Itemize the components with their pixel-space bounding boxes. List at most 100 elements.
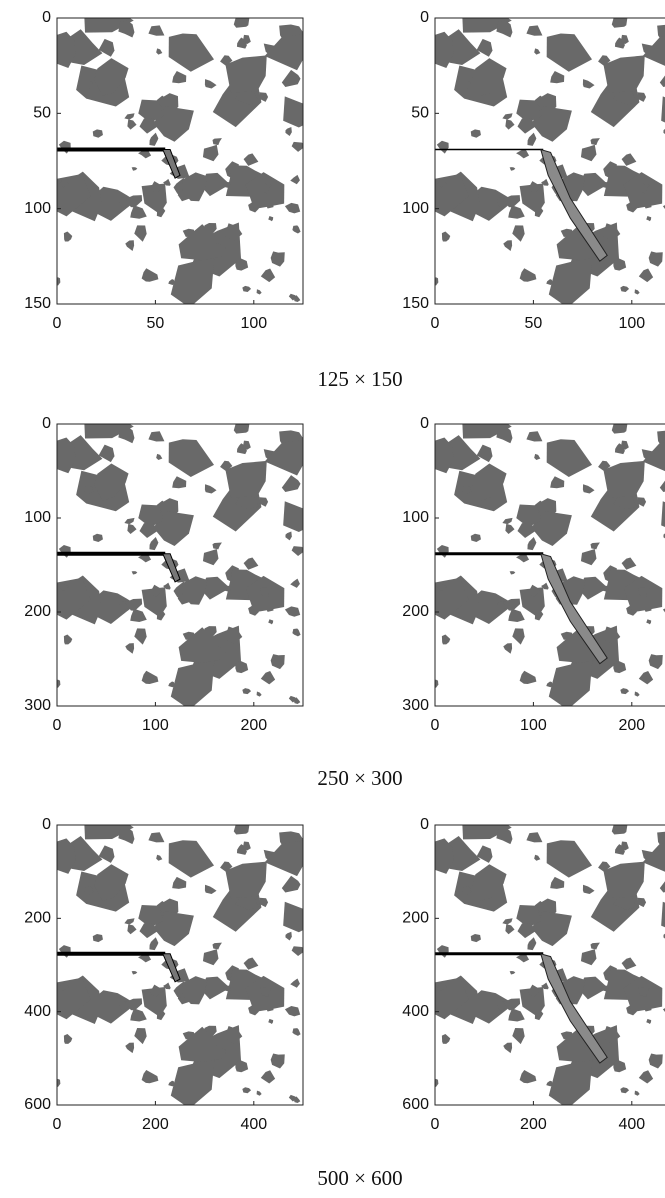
grain xyxy=(602,1026,621,1044)
grain xyxy=(642,842,665,872)
y-tick-label: 0 xyxy=(42,415,51,432)
x-tick-label: 200 xyxy=(520,1116,547,1133)
grain xyxy=(519,183,545,215)
grain xyxy=(57,838,76,874)
grain xyxy=(661,96,665,123)
grain xyxy=(620,285,630,293)
grain xyxy=(550,476,565,489)
grain xyxy=(519,987,545,1017)
caption: 125 × 150 xyxy=(317,367,402,391)
grain xyxy=(517,923,535,939)
grain xyxy=(441,231,451,242)
grain xyxy=(284,1006,301,1017)
grain xyxy=(131,571,138,575)
grain xyxy=(84,18,134,33)
grain xyxy=(224,223,243,242)
grain xyxy=(505,924,515,935)
grain xyxy=(291,946,303,957)
grain xyxy=(200,976,230,1000)
grain xyxy=(546,439,593,478)
grain xyxy=(467,186,515,221)
grain xyxy=(182,172,208,202)
grain xyxy=(582,484,595,494)
grain xyxy=(503,998,521,1011)
grain xyxy=(637,897,647,908)
grain xyxy=(264,840,303,877)
grain xyxy=(603,55,645,93)
grain xyxy=(220,55,233,66)
grain xyxy=(637,92,647,102)
grain xyxy=(172,876,187,889)
grain xyxy=(496,426,513,444)
grain xyxy=(59,983,69,991)
grain xyxy=(225,861,267,899)
grain xyxy=(527,132,537,146)
grain xyxy=(290,174,300,185)
grain xyxy=(661,901,665,928)
grain xyxy=(288,695,296,703)
grain xyxy=(138,904,164,928)
y-tick-label: 0 xyxy=(420,415,429,432)
grain xyxy=(127,119,137,130)
image xyxy=(57,18,303,304)
axes-box xyxy=(56,17,304,305)
grain xyxy=(512,1027,525,1045)
grain xyxy=(235,257,249,271)
grain xyxy=(461,81,472,89)
crack xyxy=(162,553,181,583)
grain xyxy=(580,144,597,162)
grain xyxy=(598,861,611,872)
grain xyxy=(204,484,217,494)
grain xyxy=(503,195,521,208)
grain xyxy=(528,584,541,597)
grain xyxy=(264,439,303,476)
grain xyxy=(264,33,303,71)
grain xyxy=(204,884,217,894)
grain xyxy=(260,268,276,283)
grain xyxy=(620,1087,630,1094)
grain xyxy=(225,460,267,498)
grain xyxy=(646,619,652,625)
grain xyxy=(621,557,637,570)
grain xyxy=(233,424,250,434)
grain xyxy=(578,172,608,197)
grain xyxy=(98,444,115,463)
grain xyxy=(661,501,665,527)
grain xyxy=(131,971,138,975)
grain xyxy=(620,688,630,695)
grain xyxy=(168,439,215,478)
grain xyxy=(437,583,447,592)
grain xyxy=(648,1053,663,1069)
image xyxy=(57,825,303,1105)
grain xyxy=(659,480,665,493)
grain xyxy=(503,643,513,654)
grain xyxy=(149,132,159,146)
grain xyxy=(268,1018,274,1024)
grain xyxy=(270,654,285,670)
grain xyxy=(516,553,530,563)
grain xyxy=(281,69,301,87)
grain xyxy=(601,585,609,592)
grain xyxy=(516,904,542,928)
y-tick-label: 0 xyxy=(420,9,429,26)
grain xyxy=(517,118,535,134)
grain xyxy=(223,985,231,992)
grain xyxy=(150,181,163,194)
grain xyxy=(178,1026,224,1063)
grain xyxy=(153,106,194,142)
grain xyxy=(130,1008,147,1022)
grain xyxy=(541,582,549,590)
grain xyxy=(172,71,187,84)
grain xyxy=(476,444,493,463)
grain xyxy=(256,289,262,295)
grain xyxy=(291,141,303,152)
grain xyxy=(472,864,507,902)
grain xyxy=(260,1070,276,1084)
grain xyxy=(94,864,129,902)
grain xyxy=(505,523,515,535)
grain xyxy=(435,1078,439,1087)
grain xyxy=(242,1087,252,1094)
grain xyxy=(291,546,303,556)
grain xyxy=(461,486,472,494)
